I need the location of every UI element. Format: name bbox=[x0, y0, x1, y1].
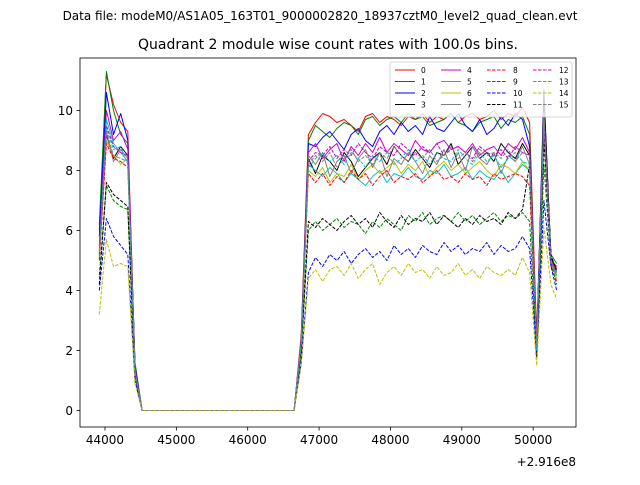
legend-label-1: 1 bbox=[421, 78, 426, 87]
legend-label-10: 10 bbox=[513, 89, 523, 98]
series-line-1 bbox=[98, 71, 558, 411]
x-tick-label: 44000 bbox=[86, 433, 124, 447]
y-tick-label: 0 bbox=[65, 404, 73, 418]
series-line-7 bbox=[98, 113, 558, 411]
legend-label-13: 13 bbox=[559, 78, 569, 87]
x-offset-label: +2.916e8 bbox=[517, 455, 576, 469]
chart-title: Quadrant 2 module wise count rates with … bbox=[138, 37, 518, 53]
legend-label-14: 14 bbox=[559, 89, 569, 98]
series-line-0 bbox=[98, 74, 558, 411]
x-tick-label: 45000 bbox=[157, 433, 195, 447]
axes-frame bbox=[79, 57, 577, 428]
legend-label-4: 4 bbox=[467, 66, 472, 75]
series-line-14 bbox=[98, 227, 558, 411]
legend-label-15: 15 bbox=[559, 101, 569, 110]
y-tick-label: 4 bbox=[65, 284, 73, 298]
y-tick-label: 2 bbox=[65, 344, 73, 358]
legend-label-9: 9 bbox=[513, 78, 518, 87]
x-tick-label: 47000 bbox=[300, 433, 338, 447]
x-tick-label: 49000 bbox=[443, 433, 481, 447]
series-lines bbox=[98, 71, 558, 411]
series-line-4 bbox=[98, 110, 558, 411]
y-tick-label: 10 bbox=[58, 104, 73, 118]
series-line-3 bbox=[98, 95, 558, 411]
legend-label-11: 11 bbox=[513, 101, 523, 110]
legend-label-8: 8 bbox=[513, 66, 518, 75]
series-line-8 bbox=[98, 131, 558, 411]
legend-label-0: 0 bbox=[421, 66, 426, 75]
legend-label-3: 3 bbox=[421, 101, 426, 110]
legend-frame bbox=[389, 61, 573, 118]
x-tick-label: 46000 bbox=[229, 433, 267, 447]
figure-suptitle: Data file: modeM0/AS1A05_163T01_90000028… bbox=[63, 9, 578, 23]
legend-label-2: 2 bbox=[421, 89, 426, 98]
legend-label-5: 5 bbox=[467, 78, 472, 87]
legend-label-12: 12 bbox=[559, 66, 569, 75]
x-tick-label: 48000 bbox=[371, 433, 409, 447]
legend-label-6: 6 bbox=[467, 89, 472, 98]
series-line-15 bbox=[98, 113, 558, 411]
series-line-10 bbox=[98, 200, 558, 411]
series-line-9 bbox=[98, 164, 558, 411]
legend-label-7: 7 bbox=[467, 101, 472, 110]
y-tick-label: 6 bbox=[65, 224, 73, 238]
x-tick-label: 50000 bbox=[514, 433, 552, 447]
axis-ticks: 44000 45000 46000 47000 48000 49000 50000 0 2 4 6 8… bbox=[58, 104, 553, 447]
series-line-11 bbox=[98, 140, 558, 411]
y-tick-label: 8 bbox=[65, 164, 73, 178]
series-line-2 bbox=[98, 89, 558, 411]
